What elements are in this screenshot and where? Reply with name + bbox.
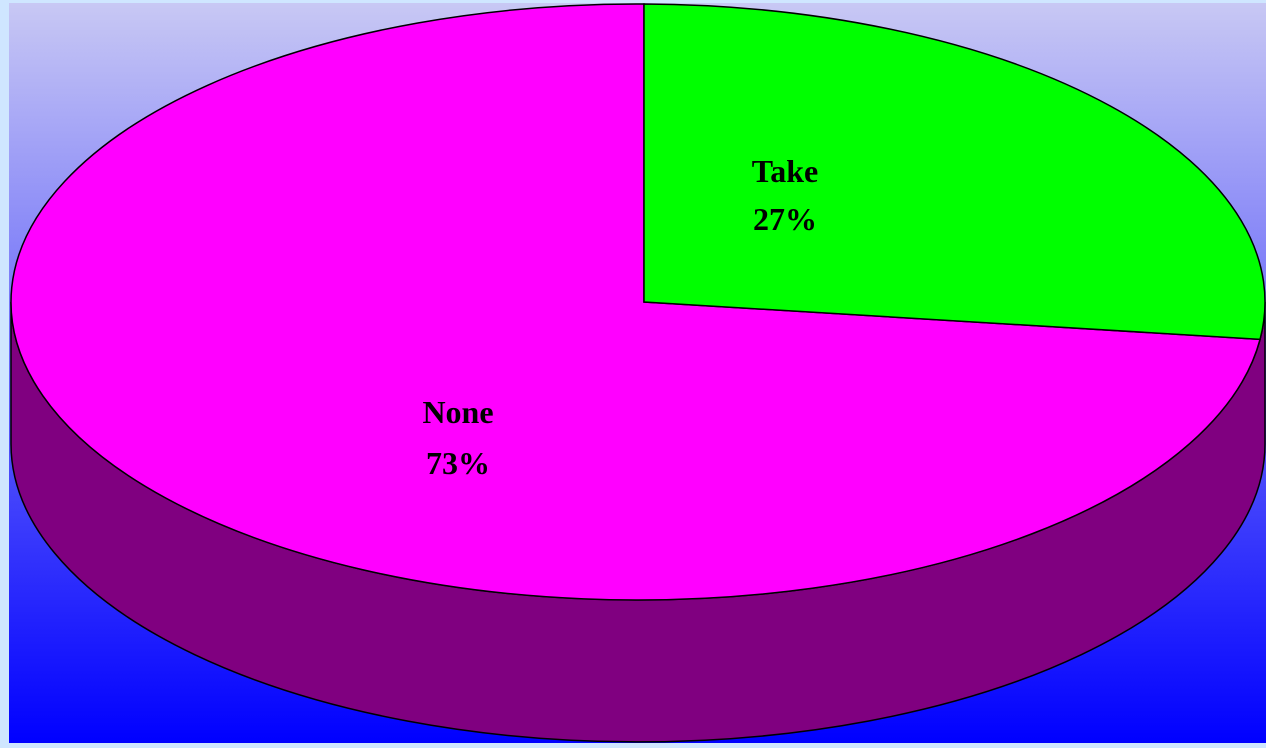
slice-label-take-percent: 27% bbox=[753, 201, 817, 237]
slice-label-none-name: None bbox=[422, 394, 493, 430]
pie-slice-none[interactable] bbox=[10, 3, 1262, 601]
pie-slice-take[interactable] bbox=[643, 3, 1266, 341]
slice-label-none-percent: 73% bbox=[426, 445, 490, 481]
slice-label-take-name: Take bbox=[752, 153, 818, 189]
